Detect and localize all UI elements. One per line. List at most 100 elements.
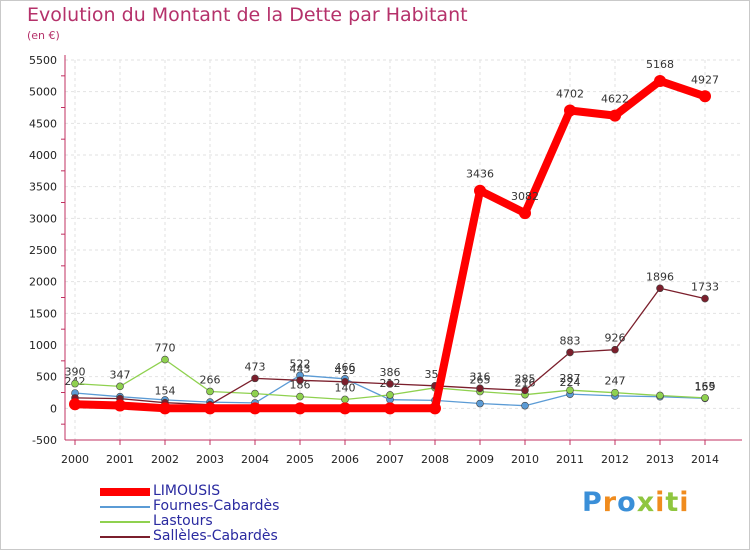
logo-letter: i xyxy=(679,487,690,518)
data-point xyxy=(116,382,124,391)
x-tick-label: 2014 xyxy=(691,453,719,466)
data-point xyxy=(386,391,394,399)
logo-letter: o xyxy=(617,487,637,518)
x-tick-label: 2001 xyxy=(106,453,134,466)
data-label: 4927 xyxy=(691,73,719,86)
series-lastours: 390347770266186140212265216287247165 xyxy=(65,342,716,404)
data-point xyxy=(521,386,529,395)
x-tick-label: 2006 xyxy=(331,453,359,466)
data-point xyxy=(609,109,621,122)
data-label: 883 xyxy=(560,334,581,347)
data-point xyxy=(521,401,529,410)
data-point xyxy=(159,402,171,415)
data-label: 386 xyxy=(380,366,401,379)
y-tick-label: 1500 xyxy=(29,307,57,320)
data-label: 186 xyxy=(290,379,311,392)
x-tick-label: 2007 xyxy=(376,453,404,466)
data-label: 466 xyxy=(335,361,356,374)
legend-swatch xyxy=(100,506,150,508)
data-point xyxy=(564,104,576,117)
logo-letter: x xyxy=(636,487,656,518)
y-tick-label: 500 xyxy=(36,371,57,384)
data-point xyxy=(71,379,79,388)
x-tick-label: 2004 xyxy=(241,453,269,466)
legend-label: Lastours xyxy=(153,513,213,529)
data-point xyxy=(161,355,169,364)
logo-letter: i xyxy=(655,487,666,518)
logo-letter: t xyxy=(665,487,680,518)
data-label: 224 xyxy=(560,376,581,389)
data-label: 473 xyxy=(245,360,266,373)
x-tick-label: 2010 xyxy=(511,453,539,466)
data-point xyxy=(476,399,484,408)
data-label: 770 xyxy=(155,342,176,355)
legend-item: LIMOUSIS xyxy=(100,484,350,499)
data-label: 159 xyxy=(695,380,716,393)
legend-item: Sallèles-Cabardès xyxy=(100,529,350,544)
legend-label: Sallèles-Cabardès xyxy=(153,528,278,544)
data-label: 926 xyxy=(605,332,626,345)
data-label: 5168 xyxy=(646,58,674,71)
data-point xyxy=(341,395,349,404)
data-point xyxy=(566,386,574,394)
x-tick-label: 2012 xyxy=(601,453,629,466)
data-label: 316 xyxy=(470,370,491,383)
legend-item: Fournes-Cabardès xyxy=(100,499,350,514)
chart-title: Evolution du Montant de la Dette par Hab… xyxy=(27,4,468,26)
legend-label: Fournes-Cabardès xyxy=(153,498,280,514)
legend-item: Lastours xyxy=(100,514,350,529)
data-point xyxy=(339,402,351,415)
data-point xyxy=(656,284,664,293)
data-point xyxy=(251,389,259,398)
y-tick-label: 2500 xyxy=(29,244,57,257)
data-point xyxy=(251,374,259,383)
y-tick-label: 5500 xyxy=(29,54,57,67)
y-tick-label: 5000 xyxy=(29,86,57,99)
data-label: 3436 xyxy=(466,168,494,181)
y-tick-label: 0 xyxy=(50,402,57,415)
data-label: 522 xyxy=(290,357,311,370)
logo-letter: P xyxy=(582,487,603,518)
data-label: 419 xyxy=(335,364,356,377)
data-point xyxy=(701,294,709,303)
data-label: 247 xyxy=(605,375,626,388)
x-tick-label: 2013 xyxy=(646,453,674,466)
data-point xyxy=(114,399,126,412)
data-label: 285 xyxy=(515,372,536,385)
data-point xyxy=(249,402,261,415)
data-point xyxy=(429,402,441,415)
chart-legend: LIMOUSIS Fournes-Cabardès Lastours Sallèles… xyxy=(100,484,350,544)
data-point xyxy=(654,75,666,88)
y-tick-label: 3000 xyxy=(29,212,57,225)
data-point xyxy=(294,402,306,415)
data-label: 165 xyxy=(695,380,716,393)
legend-swatch xyxy=(100,521,150,523)
y-tick-label: 4000 xyxy=(29,149,57,162)
x-tick-label: 2009 xyxy=(466,453,494,466)
data-point xyxy=(206,387,214,396)
legend-swatch xyxy=(100,488,150,496)
data-label: 265 xyxy=(470,374,491,387)
legend-swatch xyxy=(100,536,150,538)
data-point xyxy=(476,384,484,393)
data-label: 390 xyxy=(65,366,86,379)
data-point xyxy=(296,392,304,401)
data-point xyxy=(204,402,216,415)
x-tick-label: 2002 xyxy=(151,453,179,466)
data-label: 4702 xyxy=(556,88,584,101)
data-point xyxy=(69,398,81,411)
data-point xyxy=(566,348,574,357)
x-tick-label: 2003 xyxy=(196,453,224,466)
data-point xyxy=(611,345,619,354)
logo-letter: r xyxy=(602,487,618,518)
y-tick-label: 3500 xyxy=(29,181,57,194)
y-tick-label: -500 xyxy=(32,434,57,447)
data-point xyxy=(384,402,396,415)
x-tick-label: 2011 xyxy=(556,453,584,466)
data-label: 4622 xyxy=(601,93,629,106)
data-point xyxy=(296,376,304,385)
data-point xyxy=(611,388,619,397)
data-point xyxy=(656,391,664,400)
chart-subtitle: (en €) xyxy=(27,29,60,42)
